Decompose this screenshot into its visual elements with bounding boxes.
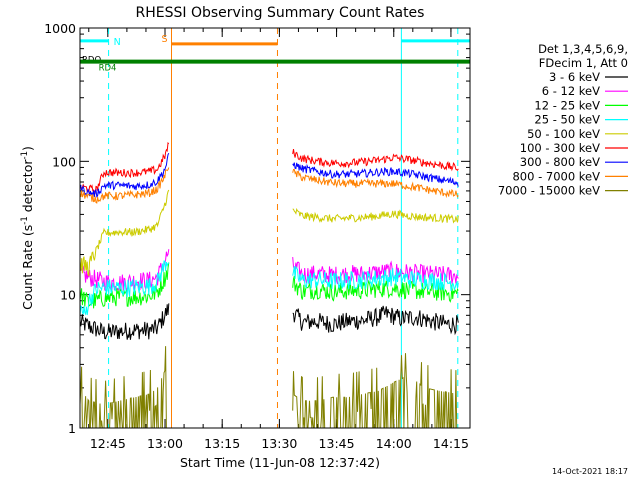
legend-title-line-2: FDecim 1, Att 0 [539,56,628,70]
y-axis-label-sup: -1 [20,216,30,224]
series-line [79,152,170,198]
series-line [79,189,170,277]
legend-label: 25 - 50 keV [534,113,600,127]
series-line [292,168,459,199]
series-line [79,262,170,309]
y-tick-label: 10 [60,288,76,303]
legend-label: 12 - 25 keV [534,98,600,112]
series-line [79,260,170,316]
legend-label: 300 - 800 keV [520,155,600,169]
series-line [79,346,169,429]
legend-label: 6 - 12 keV [542,84,600,98]
plot-area: NSRDORD4 [79,27,471,429]
annotation-label: RD4 [99,64,117,74]
y-axis-label-rest: detector [20,159,35,217]
y-axis-label-end: ) [20,146,35,151]
footer-timestamp: 14-Oct-2021 18:17 [552,467,628,476]
x-tick-label: 14:00 [376,436,412,451]
x-tick-label: 13:00 [147,436,183,451]
legend-label: 100 - 300 keV [520,141,600,155]
series-line [79,167,170,204]
plot-frame [79,27,471,429]
series-line [79,249,170,292]
y-axis-label: Count Rate (s-1 detector-1) [20,146,35,310]
y-axis-label-main: Count Rate (s [20,225,35,310]
x-tick-label: 13:30 [261,436,297,451]
series-line [292,275,459,303]
series-line [292,149,459,172]
legend-label: 800 - 7000 keV [512,169,600,183]
x-tick-label: 13:15 [204,436,240,451]
chart-title: RHESSI Observing Summary Count Rates [136,5,425,21]
x-axis-label: Start Time (11-Jun-08 12:37:42) [180,455,380,470]
y-tick-label: 1000 [44,21,76,36]
y-axis-label-sup2: -1 [20,151,30,159]
x-tick-label: 14:15 [433,436,469,451]
series-line [292,265,459,292]
legend-label: 7000 - 15000 keV [498,184,600,198]
legend-title-line-1: Det 1,3,4,5,6,9, [538,42,628,56]
series-line [292,207,459,224]
legend: Det 1,3,4,5,6,9, FDecim 1, Att 0 3 - 6 k… [498,42,628,198]
annotation-label: N [114,37,121,48]
series-line [292,305,459,336]
legend-label: 50 - 100 keV [527,127,600,141]
annotation-label: S [161,34,167,45]
x-tick-label: 13:45 [319,436,355,451]
series-line [292,162,459,187]
x-tick-label: 12:45 [90,436,126,451]
legend-label: 3 - 6 keV [549,70,600,84]
series-line [79,303,170,340]
y-tick-label: 1 [68,421,76,436]
y-tick-label: 100 [52,154,76,169]
